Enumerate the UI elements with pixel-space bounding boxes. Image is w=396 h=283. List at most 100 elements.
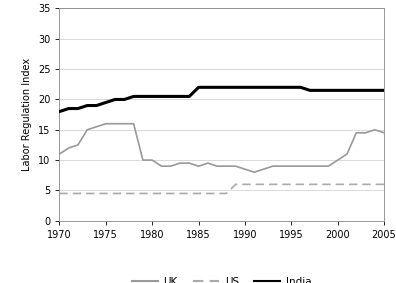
- India: [113, 98, 118, 101]
- India: [57, 110, 62, 113]
- India: [206, 86, 210, 89]
- UK: [85, 128, 89, 132]
- US: [168, 192, 173, 195]
- India: [76, 107, 80, 110]
- US: [66, 192, 71, 195]
- Line: UK: UK: [59, 124, 384, 172]
- UK: [317, 164, 322, 168]
- UK: [94, 125, 99, 128]
- US: [76, 192, 80, 195]
- India: [178, 95, 183, 98]
- US: [85, 192, 89, 195]
- US: [280, 183, 284, 186]
- UK: [335, 158, 340, 162]
- India: [168, 95, 173, 98]
- India: [243, 86, 248, 89]
- India: [141, 95, 145, 98]
- US: [270, 183, 275, 186]
- India: [317, 89, 322, 92]
- UK: [289, 164, 294, 168]
- US: [215, 192, 219, 195]
- UK: [280, 164, 284, 168]
- US: [354, 183, 359, 186]
- India: [354, 89, 359, 92]
- US: [317, 183, 322, 186]
- UK: [141, 158, 145, 162]
- India: [85, 104, 89, 107]
- India: [233, 86, 238, 89]
- US: [141, 192, 145, 195]
- India: [224, 86, 229, 89]
- India: [261, 86, 266, 89]
- US: [261, 183, 266, 186]
- US: [252, 183, 257, 186]
- India: [66, 107, 71, 110]
- UK: [131, 122, 136, 125]
- UK: [345, 152, 349, 156]
- India: [159, 95, 164, 98]
- US: [103, 192, 108, 195]
- US: [196, 192, 201, 195]
- UK: [363, 131, 368, 134]
- Y-axis label: Labor Regulation Index: Labor Regulation Index: [22, 58, 32, 171]
- UK: [113, 122, 118, 125]
- US: [345, 183, 349, 186]
- UK: [187, 161, 192, 165]
- UK: [178, 161, 183, 165]
- UK: [150, 158, 154, 162]
- UK: [196, 164, 201, 168]
- US: [326, 183, 331, 186]
- India: [345, 89, 349, 92]
- India: [326, 89, 331, 92]
- US: [57, 192, 62, 195]
- India: [280, 86, 284, 89]
- UK: [243, 168, 248, 171]
- UK: [382, 131, 386, 134]
- US: [206, 192, 210, 195]
- India: [150, 95, 154, 98]
- India: [252, 86, 257, 89]
- US: [159, 192, 164, 195]
- UK: [308, 164, 312, 168]
- UK: [373, 128, 377, 132]
- UK: [270, 164, 275, 168]
- UK: [252, 171, 257, 174]
- India: [131, 95, 136, 98]
- UK: [122, 122, 127, 125]
- UK: [159, 164, 164, 168]
- US: [178, 192, 183, 195]
- UK: [261, 168, 266, 171]
- India: [196, 86, 201, 89]
- US: [131, 192, 136, 195]
- US: [113, 192, 118, 195]
- India: [298, 86, 303, 89]
- India: [187, 95, 192, 98]
- Legend: UK, US, India: UK, US, India: [128, 273, 316, 283]
- UK: [57, 152, 62, 156]
- US: [187, 192, 192, 195]
- India: [308, 89, 312, 92]
- US: [373, 183, 377, 186]
- India: [289, 86, 294, 89]
- US: [94, 192, 99, 195]
- Line: India: India: [59, 87, 384, 112]
- US: [233, 183, 238, 186]
- UK: [233, 164, 238, 168]
- UK: [326, 164, 331, 168]
- US: [308, 183, 312, 186]
- UK: [76, 143, 80, 147]
- India: [382, 89, 386, 92]
- US: [122, 192, 127, 195]
- UK: [103, 122, 108, 125]
- US: [298, 183, 303, 186]
- India: [270, 86, 275, 89]
- Line: US: US: [59, 184, 384, 194]
- India: [215, 86, 219, 89]
- US: [224, 192, 229, 195]
- India: [94, 104, 99, 107]
- UK: [206, 161, 210, 165]
- India: [103, 101, 108, 104]
- US: [289, 183, 294, 186]
- UK: [224, 164, 229, 168]
- India: [373, 89, 377, 92]
